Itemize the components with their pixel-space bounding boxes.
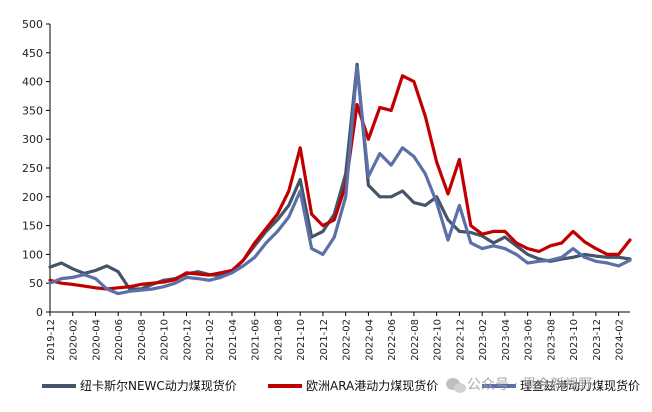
x-tick-label: 2023-04: [501, 319, 512, 361]
x-tick-label: 2020-02: [69, 319, 80, 361]
series-line-1: [48, 74, 632, 291]
x-axis-ticks: 2019-12 2020-02 2020-04 2020-06 2020-08 2020-…: [46, 312, 626, 361]
x-tick-label: 2023-12: [592, 319, 603, 361]
x-tick-label: 2022-08: [410, 319, 421, 361]
x-tick-label: 2020-06: [114, 319, 125, 361]
x-tick-label: 2022-04: [364, 319, 375, 361]
series-lines: [48, 62, 632, 296]
wechat-icon: [446, 378, 466, 393]
x-tick-label: 2023-08: [546, 319, 557, 361]
y-tick-label: 450: [22, 47, 43, 60]
x-tick-label: 2020-12: [182, 319, 193, 361]
watermark: 公众号 · 果今新视野: [446, 377, 592, 393]
y-tick-label: 250: [22, 162, 43, 175]
series-line-0: [48, 62, 632, 291]
x-tick-label: 2021-04: [228, 319, 239, 361]
y-tick-label: 300: [22, 133, 43, 146]
x-tick-label: 2022-10: [433, 319, 444, 361]
x-tick-label: 2023-10: [569, 319, 580, 361]
y-tick-label: 0: [36, 306, 43, 319]
x-tick-label: 2023-06: [524, 319, 535, 361]
y-tick-label: 200: [22, 191, 43, 204]
x-tick-label: 2021-12: [319, 319, 330, 361]
x-tick-label: 2020-04: [91, 319, 102, 361]
legend-label-2: 理查兹港动力煤现货价: [520, 378, 640, 393]
y-tick-label: 150: [22, 220, 43, 233]
x-tick-label: 2021-06: [251, 319, 262, 361]
series-line-2: [48, 65, 632, 296]
x-tick-label: 2024-02: [615, 319, 626, 361]
x-tick-label: 2019-12: [46, 319, 57, 361]
y-tick-label: 350: [22, 104, 43, 117]
legend-label-0: 纽卡斯尔NEWC动力煤现货价: [80, 378, 237, 393]
x-tick-label: 2022-06: [387, 319, 398, 361]
legend-label-1: 欧洲ARA港动力煤现货价: [306, 378, 438, 393]
y-tick-label: 500: [22, 18, 43, 31]
x-tick-label: 2021-08: [273, 319, 284, 361]
plot-frame: [49, 24, 630, 313]
x-tick-label: 2021-10: [296, 319, 307, 361]
legend: 纽卡斯尔NEWC动力煤现货价 欧洲ARA港动力煤现货价 理查兹港动力煤现货价: [42, 378, 640, 393]
x-tick-label: 2021-02: [205, 319, 216, 361]
x-tick-label: 2020-10: [160, 319, 171, 361]
x-tick-label: 2022-12: [455, 319, 466, 361]
watermark-text: 公众号 · 果今新视野: [467, 377, 592, 393]
x-tick-label: 2022-02: [342, 319, 353, 361]
y-tick-label: 400: [22, 76, 43, 89]
y-tick-label: 50: [29, 277, 43, 290]
x-tick-label: 2020-08: [137, 319, 148, 361]
x-tick-label: 2023-02: [478, 319, 489, 361]
y-axis-ticks: 0 50 100 150 200 250 300 350 400 450 500: [22, 18, 50, 319]
y-tick-label: 100: [22, 248, 43, 261]
